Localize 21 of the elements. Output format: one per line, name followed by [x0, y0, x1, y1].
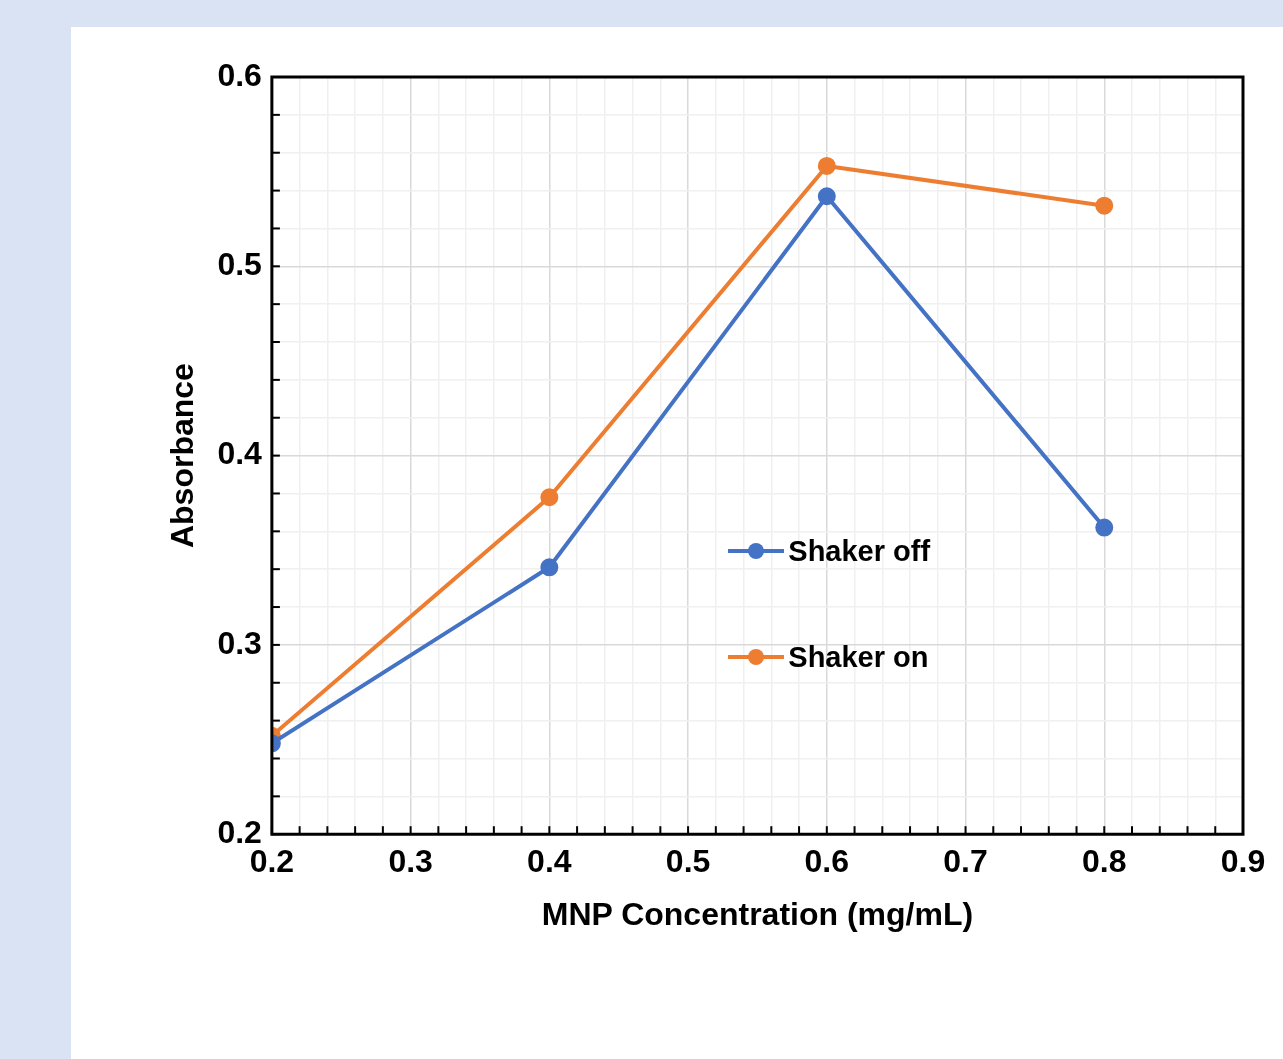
- x-tick-label: 0.7: [943, 843, 988, 880]
- x-tick-label: 0.9: [1220, 843, 1266, 880]
- y-tick-label: 0.3: [217, 624, 262, 661]
- y-tick-label: 0.5: [217, 246, 262, 283]
- x-tick-label: 0.8: [1082, 843, 1127, 880]
- point: [540, 558, 559, 577]
- point: [817, 187, 836, 206]
- x-tick-label: 0.3: [388, 843, 433, 880]
- y-tick-label: 0.4: [217, 435, 263, 472]
- x-tick-label: 0.6: [804, 843, 850, 880]
- point: [1095, 518, 1114, 537]
- point: [817, 156, 836, 175]
- point: [1095, 196, 1114, 215]
- y-axis-title: Absorbance: [164, 363, 201, 549]
- y-tick-label: 0.6: [217, 56, 262, 93]
- point: [540, 488, 559, 507]
- legend-label: Shaker on: [788, 640, 929, 674]
- x-tick-label: 0.4: [527, 843, 572, 880]
- x-tick-label: 0.5: [665, 843, 711, 880]
- legend-label: Shaker off: [788, 534, 931, 568]
- x-axis-title: MNP Concentration (mg/mL): [541, 895, 974, 932]
